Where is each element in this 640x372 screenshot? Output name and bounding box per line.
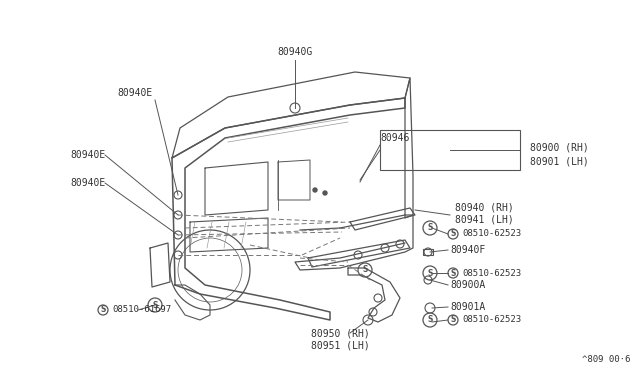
Text: 80940 (RH): 80940 (RH) [455,203,514,213]
Text: 80940E: 80940E [70,150,105,160]
Text: 80950 (RH): 80950 (RH) [310,328,369,338]
Text: 80940F: 80940F [450,245,485,255]
Text: 80946: 80946 [380,133,410,143]
Text: S: S [428,269,433,278]
Text: S: S [152,301,157,310]
Text: S: S [428,224,433,232]
Bar [423,249,433,255]
Text: 08510-61697: 08510-61697 [112,305,171,314]
Text: S: S [451,230,456,238]
Text: S: S [362,266,368,275]
Text: ^809 00·6: ^809 00·6 [582,355,630,364]
Text: 08510-62523: 08510-62523 [462,230,521,238]
Text: 80940G: 80940G [277,47,312,57]
Text: 08510-62523: 08510-62523 [462,269,521,278]
Text: S: S [451,269,456,278]
Text: 80901 (LH): 80901 (LH) [530,156,589,166]
Text: 80900 (RH): 80900 (RH) [530,143,589,153]
Bar [380,130,520,170]
Text: 80951 (LH): 80951 (LH) [310,340,369,350]
Text: 80941 (LH): 80941 (LH) [455,215,514,225]
Text: 80901A: 80901A [450,302,485,312]
Text: 80940E: 80940E [70,178,105,188]
Text: 08510-62523: 08510-62523 [462,315,521,324]
Text: S: S [428,315,433,324]
Text: S: S [100,305,106,314]
Circle shape [323,191,327,195]
Circle shape [313,188,317,192]
Text: S: S [451,315,456,324]
Text: 80900A: 80900A [450,280,485,290]
Text: 80940E: 80940E [117,88,152,98]
